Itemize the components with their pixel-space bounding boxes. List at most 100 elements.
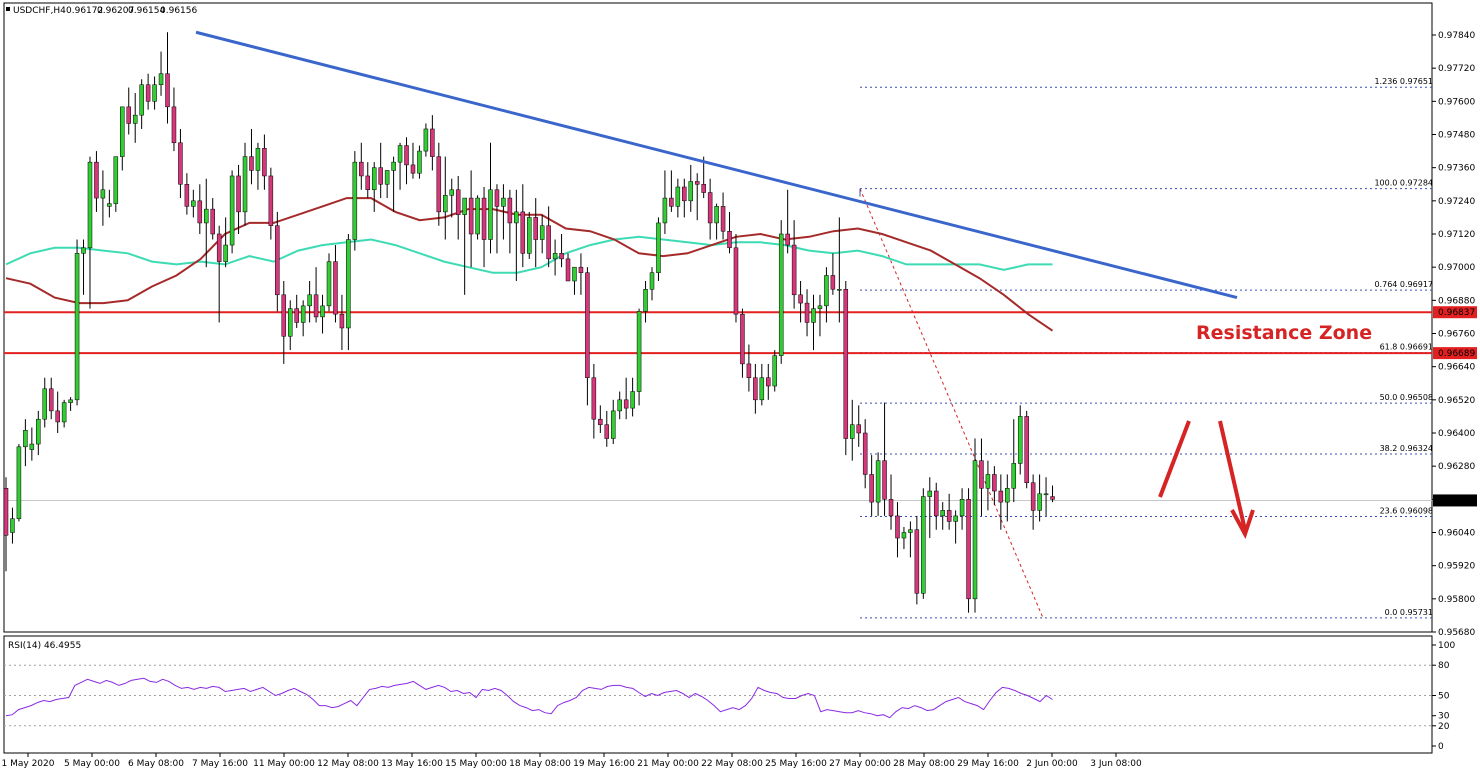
candle-body xyxy=(68,399,73,403)
time-axis-tick-label: 18 May 08:00 xyxy=(509,759,571,769)
price-axis-tick-label: 0.96400 xyxy=(1438,429,1475,439)
arrow-down-icon xyxy=(1230,509,1255,540)
time-axis-tick-label: 13 May 16:00 xyxy=(381,759,443,769)
candle-body xyxy=(740,313,745,365)
candle-body xyxy=(152,84,157,102)
candle-body xyxy=(979,460,984,489)
candle-body xyxy=(158,73,164,85)
chart-annotations xyxy=(195,30,1255,540)
candle-body xyxy=(733,247,739,315)
candle-body xyxy=(262,148,267,177)
time-axis: 1 May 2020 5 May 00:00 6 May 08:00 7 May 16… xyxy=(2,753,1142,769)
resistance-price-tag xyxy=(1433,347,1477,360)
candle-body xyxy=(223,244,228,262)
header-symbol: USDCHF,H4 xyxy=(13,6,66,16)
candle-body xyxy=(966,499,971,600)
candle-body xyxy=(210,208,215,235)
fib-level-label: 100.0 0.97284 xyxy=(1374,179,1433,188)
candle-body xyxy=(527,217,532,254)
candle-body xyxy=(275,225,280,296)
candle-body xyxy=(384,170,390,185)
candle-body xyxy=(3,488,9,536)
candle-body xyxy=(171,106,177,144)
candle-body xyxy=(824,275,829,307)
price-axis-tick-label: 0.97480 xyxy=(1438,131,1475,141)
candle-body xyxy=(1024,416,1029,483)
fib-level-label: 61.8 0.96691 xyxy=(1380,343,1433,352)
candle-body xyxy=(959,499,965,517)
candle-body xyxy=(42,388,48,420)
candle-body xyxy=(423,128,429,152)
candle-body xyxy=(352,161,358,240)
candle-body xyxy=(468,197,474,235)
rsi-axis-tick-label: 50 xyxy=(1438,692,1450,702)
time-axis-tick-label: 28 May 08:00 xyxy=(893,759,955,769)
header-open: 0.96172 xyxy=(66,6,103,16)
rsi-plot-frame xyxy=(3,635,1433,754)
candle-body xyxy=(985,474,991,489)
price-axis: 0.97840 0.97720 0.97600 0.97480 0.97360 0.972… xyxy=(1432,31,1477,638)
candle-body xyxy=(830,275,836,290)
candle-body xyxy=(908,529,913,533)
trendline xyxy=(195,30,1238,300)
candle-body xyxy=(546,225,551,260)
candle-body xyxy=(610,410,616,439)
candle-body xyxy=(346,239,351,329)
fib-level-label: 50.0 0.96508 xyxy=(1380,393,1433,402)
candle-body xyxy=(636,311,642,392)
resistance-price-label: 0.96689 xyxy=(1438,349,1475,359)
rsi-axis-tick-label: 100 xyxy=(1438,641,1455,651)
candle-body xyxy=(682,186,687,202)
candle-body xyxy=(132,114,138,124)
candle-body xyxy=(817,305,823,309)
price-axis-tick-label: 0.96520 xyxy=(1438,396,1475,406)
time-axis-tick-label: 19 May 16:00 xyxy=(573,759,635,769)
candle-body xyxy=(914,529,920,594)
candlesticks xyxy=(3,32,1055,613)
candle-body xyxy=(410,164,416,174)
time-axis-tick-label: 3 Jun 08:00 xyxy=(1090,759,1142,769)
price-axis-tick-label: 0.95800 xyxy=(1438,595,1475,605)
time-axis-tick-label: 22 May 08:00 xyxy=(701,759,763,769)
candle-body xyxy=(29,443,35,450)
candle-body xyxy=(488,189,493,240)
candle-body xyxy=(882,460,887,500)
candle-body xyxy=(701,184,706,193)
price-axis-tick-label: 0.95680 xyxy=(1438,628,1475,638)
time-axis-tick-label: 2 Jun 00:00 xyxy=(1026,759,1078,769)
candle-body xyxy=(1005,488,1010,503)
candle-body xyxy=(998,490,1004,503)
candle-body xyxy=(604,424,610,439)
candle-body xyxy=(940,510,945,517)
candle-body xyxy=(365,175,371,191)
fib-level-label: 23.6 0.96098 xyxy=(1380,506,1433,515)
fib-level-label: 38.2 0.96324 xyxy=(1380,444,1433,453)
candle-body xyxy=(333,261,338,315)
rsi-axis-tick-label: 30 xyxy=(1438,712,1450,722)
candle-body xyxy=(126,106,131,124)
header-close: 0.96156 xyxy=(160,6,197,16)
candle-body xyxy=(455,189,461,215)
time-axis-tick-label: 27 May 00:00 xyxy=(829,759,891,769)
candle-body xyxy=(417,150,422,174)
candle-body xyxy=(404,145,409,166)
candle-body xyxy=(178,142,183,185)
time-axis-tick-label: 11 May 00:00 xyxy=(253,759,315,769)
time-axis-tick-label: 7 May 16:00 xyxy=(192,759,248,769)
candle-body xyxy=(791,244,797,296)
candle-body xyxy=(1043,493,1049,496)
candle-body xyxy=(165,73,170,108)
candle-body xyxy=(617,399,622,412)
candle-body xyxy=(714,206,719,224)
candle-body xyxy=(837,289,842,291)
candle-body xyxy=(48,388,54,412)
candle-body xyxy=(1037,493,1042,511)
rsi-axis-tick-label: 0 xyxy=(1438,742,1444,752)
rsi-axis-tick-label: 20 xyxy=(1438,722,1450,732)
candle-body xyxy=(888,499,894,517)
candle-body xyxy=(559,253,564,260)
candle-body xyxy=(300,305,306,323)
candle-body xyxy=(16,446,22,519)
time-axis-tick-label: 25 May 16:00 xyxy=(765,759,827,769)
